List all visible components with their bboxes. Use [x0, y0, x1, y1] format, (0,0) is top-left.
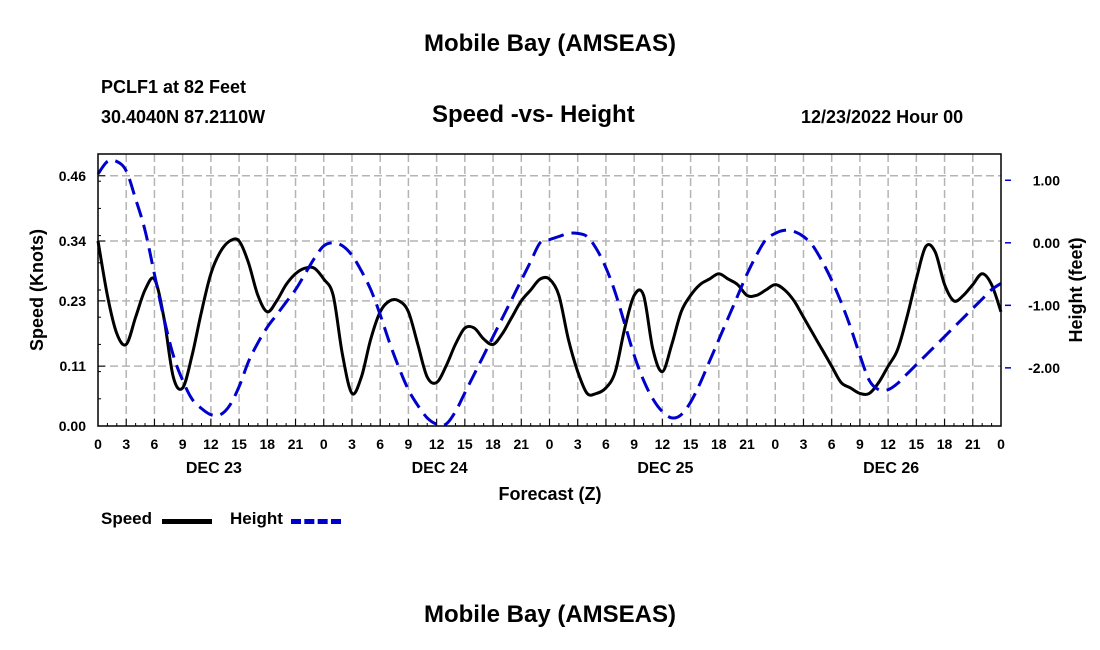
- y-axis-label: Speed (Knots): [27, 229, 47, 351]
- x-tick-label: 3: [574, 436, 582, 452]
- y-tick-label: 0.11: [60, 358, 87, 374]
- plot-frame: [97, 153, 1002, 427]
- legend-height-label: Height: [230, 509, 283, 528]
- x-tick-label: 6: [828, 436, 836, 452]
- x-tick-label: 12: [203, 436, 219, 452]
- y-tick-label: 0.46: [59, 168, 86, 184]
- x-tick-label: 0: [320, 436, 328, 452]
- y-tick-label: 0.34: [59, 233, 86, 249]
- x-tick-label: 18: [260, 436, 276, 452]
- chart-title: Speed -vs- Height: [432, 101, 635, 128]
- x-tick-label: 6: [151, 436, 159, 452]
- x-tick-label: 18: [937, 436, 953, 452]
- coordinates-label: 30.4040N 87.2110W: [101, 107, 266, 127]
- x-tick-label: 6: [602, 436, 610, 452]
- y2-axis-label: Height (feet): [1066, 238, 1086, 343]
- x-tick-label: 15: [683, 436, 699, 452]
- x-tick-label: 21: [739, 436, 755, 452]
- legend-speed-line: [162, 519, 212, 524]
- day-label: DEC 26: [863, 460, 919, 477]
- y2-tick-label: -1.00: [1028, 297, 1060, 313]
- height-series-line: [96, 158, 1002, 427]
- x-tick-label: 18: [485, 436, 501, 452]
- y-tick-label: 0.23: [59, 293, 86, 309]
- x-tick-label: 3: [122, 436, 130, 452]
- y2-tick-label: -2.00: [1028, 360, 1060, 376]
- date-label: 12/23/2022 Hour 00: [801, 107, 964, 127]
- x-tick-label: 9: [630, 436, 638, 452]
- x-tick-label: 15: [457, 436, 473, 452]
- x-tick-label: 9: [856, 436, 864, 452]
- x-tick-label: 9: [179, 436, 187, 452]
- x-tick-label: 12: [429, 436, 445, 452]
- x-tick-label: 21: [513, 436, 529, 452]
- station-label: PCLF1 at 82 Feet: [101, 77, 247, 97]
- x-tick-label: 9: [405, 436, 413, 452]
- y2-tick-label: 1.00: [1033, 172, 1060, 188]
- x-tick-label: 3: [348, 436, 356, 452]
- grid: [98, 154, 1001, 426]
- legend-speed-label: Speed: [101, 509, 153, 528]
- axis-labels: 0 3 6 9 12 15 18 21 0 3 6 9 12 15 18 21 0 3 6 9 12 15 18 21 0 3 6 9…: [27, 168, 1086, 504]
- x-tick-label: 21: [288, 436, 304, 452]
- x-tick-label: 15: [909, 436, 925, 452]
- x-tick-label: 0: [771, 436, 779, 452]
- day-label: DEC 25: [637, 460, 693, 477]
- y-tick-label: 0.00: [59, 418, 86, 434]
- x-axis-label: Forecast (Z): [498, 484, 601, 504]
- x-tick-label: 3: [800, 436, 808, 452]
- speed-series-line: [96, 237, 1003, 397]
- legend-height-line: [291, 519, 341, 524]
- x-tick-label: 0: [997, 436, 1005, 452]
- page-title: Mobile Bay (AMSEAS): [423, 30, 677, 57]
- day-label: DEC 23: [186, 460, 242, 477]
- x-tick-label: 15: [231, 436, 247, 452]
- x-tick-label: 21: [965, 436, 981, 452]
- y2-tick-label: 0.00: [1033, 235, 1060, 251]
- footer-title: Mobile Bay (AMSEAS): [423, 601, 677, 628]
- x-tick-label: 12: [880, 436, 896, 452]
- series-lines: [96, 158, 1003, 427]
- x-tick-label: 0: [94, 436, 102, 452]
- x-tick-label: 0: [546, 436, 554, 452]
- x-tick-label: 12: [655, 436, 671, 452]
- x-tick-label: 18: [711, 436, 727, 452]
- x-tick-label: 6: [376, 436, 384, 452]
- day-label: DEC 24: [412, 460, 468, 477]
